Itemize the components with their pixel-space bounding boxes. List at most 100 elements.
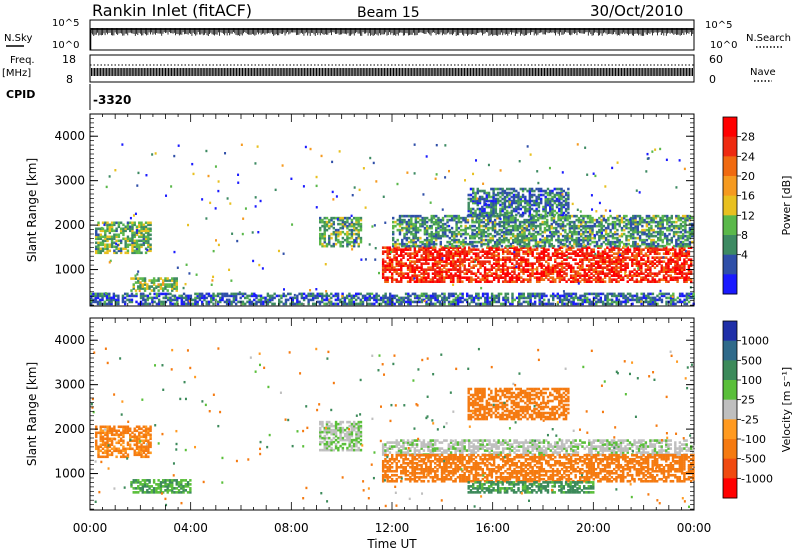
nsky-label: N.Sky — [4, 33, 32, 44]
heatmap-cell — [390, 258, 394, 261]
heatmap-cell — [635, 274, 639, 277]
heatmap-cell — [558, 272, 562, 275]
heatmap-cell — [334, 228, 338, 232]
heatmap-cell — [458, 254, 462, 257]
heatmap-cell — [644, 264, 648, 267]
heatmap-cell — [425, 242, 429, 246]
heatmap-cell — [485, 195, 489, 199]
heatmap-cell — [395, 256, 398, 259]
heatmap-cell — [406, 258, 410, 261]
heatmap-cell — [412, 242, 415, 246]
heatmap-cell — [452, 276, 455, 279]
heatmap-cell — [429, 246, 432, 249]
heatmap-cell — [474, 201, 477, 205]
heatmap-cell — [513, 246, 516, 249]
heatmap-cell — [624, 256, 627, 259]
heatmap-cell — [507, 224, 510, 228]
heatmap-cell — [119, 239, 123, 243]
heatmap-cell — [449, 252, 453, 255]
heatmap-cell — [500, 220, 504, 224]
heatmap-cell — [104, 221, 107, 225]
heatmap-cell — [406, 280, 410, 283]
heatmap-cell — [521, 193, 525, 197]
heatmap-cell — [134, 281, 138, 284]
heatmap-cell — [492, 254, 496, 257]
heatmap-cell — [425, 228, 429, 232]
heatmap-cell — [635, 280, 639, 283]
heatmap-cell — [129, 227, 132, 231]
heatmap-cell — [563, 278, 566, 281]
heatmap-cell — [473, 244, 476, 248]
heatmap-cell — [359, 228, 363, 232]
heatmap-cell — [502, 234, 506, 238]
heatmap-cell — [424, 272, 428, 275]
heatmap-cell — [555, 193, 559, 197]
heatmap-cell — [434, 250, 437, 253]
heatmap-cell — [117, 298, 120, 302]
heatmap-cell — [610, 280, 614, 283]
heatmap-cell — [508, 252, 512, 255]
heatmap-cell — [688, 228, 692, 232]
heatmap-cell — [544, 199, 547, 203]
heatmap-cell — [521, 187, 525, 191]
heatmap-cell — [567, 211, 570, 215]
heatmap-cell — [640, 276, 643, 279]
heatmap-cell — [462, 228, 465, 232]
heatmap-cell — [606, 264, 609, 267]
heatmap-cell — [415, 254, 419, 257]
heatmap-cell — [455, 214, 458, 218]
heatmap-cell — [545, 268, 548, 271]
heatmap-cell — [544, 213, 547, 217]
heatmap-cell — [608, 276, 611, 279]
heatmap-cell — [415, 278, 419, 281]
heatmap-cell — [390, 278, 394, 281]
heatmap-cell — [641, 242, 644, 246]
heatmap-cell — [681, 216, 685, 220]
heatmap-cell — [110, 296, 113, 300]
heatmap-cell — [178, 296, 181, 300]
heatmap-cell — [413, 248, 417, 251]
heatmap-cell — [359, 222, 363, 226]
heatmap-cell — [633, 272, 636, 275]
heatmap-cell — [508, 246, 512, 249]
heatmap-cell — [631, 252, 634, 255]
heatmap-cell — [464, 240, 467, 244]
heatmap-cell — [540, 256, 543, 259]
heatmap-cell — [508, 187, 511, 191]
heatmap-cell — [350, 228, 354, 232]
heatmap-cell — [585, 258, 589, 261]
heatmap-cell — [445, 258, 448, 261]
heatmap-cell — [552, 232, 556, 236]
heatmap-cell — [645, 224, 649, 228]
heatmap-cell — [560, 207, 563, 211]
heatmap-cell — [590, 248, 593, 251]
heatmap-cell — [478, 222, 481, 226]
heatmap-cell — [567, 197, 570, 201]
heatmap-cell — [412, 228, 415, 232]
heatmap-cell — [541, 234, 544, 238]
heatmap-cell — [441, 222, 445, 226]
heatmap-cell — [140, 227, 143, 231]
heatmap-cell — [469, 211, 473, 215]
heatmap-cell — [346, 220, 349, 224]
heatmap-cell — [609, 214, 612, 218]
heatmap-cell — [436, 264, 439, 267]
heatmap-cell — [575, 244, 578, 248]
heatmap-cell — [427, 254, 430, 257]
heatmap-cell — [685, 260, 688, 263]
heatmap-cell — [577, 218, 581, 222]
heatmap-cell — [149, 233, 152, 237]
heatmap-cell — [505, 228, 508, 232]
heatmap-cell — [161, 279, 165, 282]
heatmap-cell — [595, 224, 599, 228]
heatmap-cell — [582, 226, 585, 230]
heatmap-cell — [447, 254, 451, 257]
heatmap-cell — [687, 254, 691, 257]
heatmap-cell — [431, 280, 435, 283]
heatmap-cell — [609, 234, 612, 238]
heatmap-cell — [636, 224, 640, 228]
heatmap-cell — [455, 238, 458, 242]
heatmap-cell — [512, 195, 516, 199]
heatmap-cell — [106, 249, 109, 253]
heatmap-cell — [407, 214, 411, 218]
